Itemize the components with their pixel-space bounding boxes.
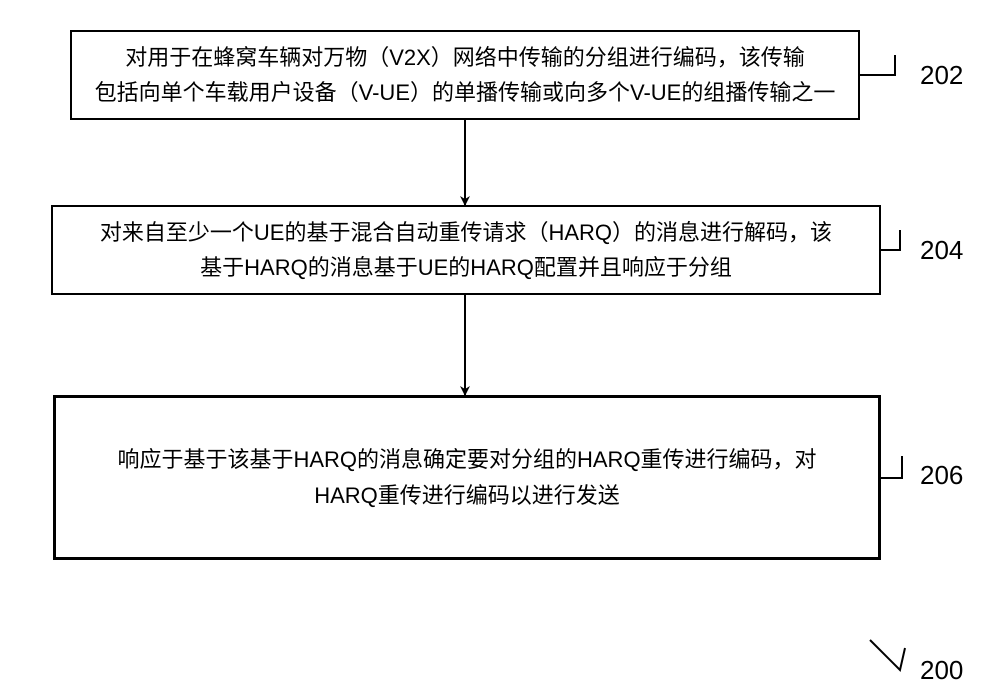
connector-206: [881, 456, 902, 478]
svg-overlay: [0, 0, 1000, 694]
flowchart-canvas: 对用于在蜂窝车辆对万物（V2X）网络中传输的分组进行编码，该传输包括向单个车载用…: [0, 0, 1000, 694]
connector-204: [881, 230, 900, 250]
connector-200: [870, 640, 905, 670]
connector-202: [860, 55, 895, 75]
